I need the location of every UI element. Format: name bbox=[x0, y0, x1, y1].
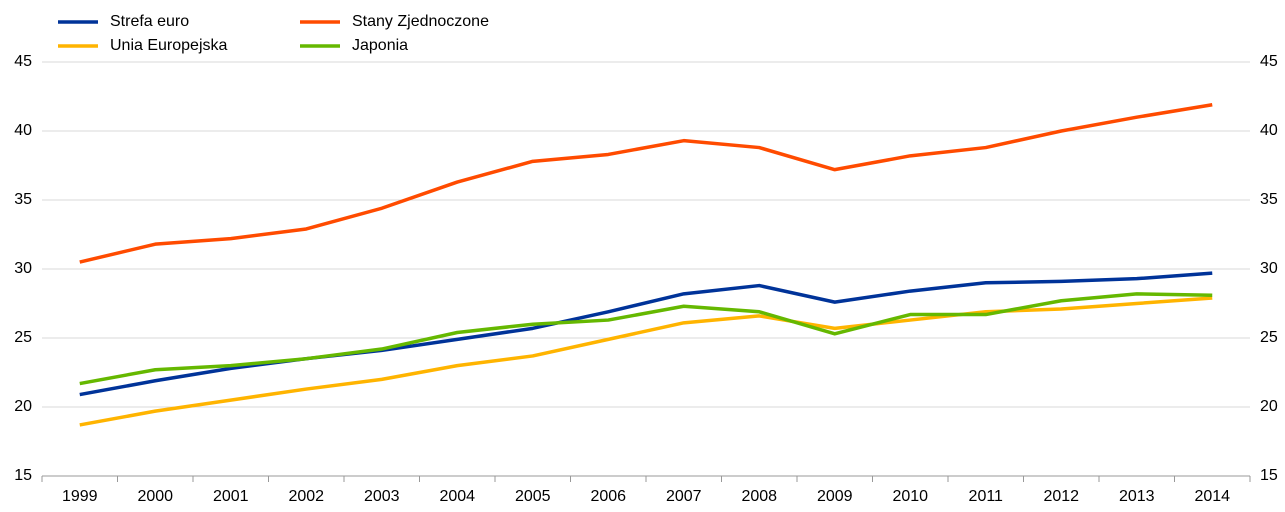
series-line bbox=[79, 103, 1213, 264]
x-tick-label: 2006 bbox=[590, 488, 626, 505]
y2-tick-label: 15 bbox=[1260, 467, 1278, 484]
x-tick-label: 2005 bbox=[515, 488, 551, 505]
x-tick-label: 2002 bbox=[288, 488, 324, 505]
y2-tick-label: 45 bbox=[1260, 53, 1278, 70]
series-line bbox=[79, 292, 1213, 386]
x-tick-label: 2007 bbox=[666, 488, 702, 505]
x-tick-label: 2011 bbox=[969, 488, 1004, 505]
x-tick-label: 2003 bbox=[364, 488, 400, 505]
legend-label: Strefa euro bbox=[110, 13, 189, 30]
y-tick-label: 45 bbox=[14, 53, 32, 70]
y-tick-label: 40 bbox=[14, 122, 32, 139]
y-tick-label: 35 bbox=[14, 191, 32, 208]
legend-label: Stany Zjednoczone bbox=[352, 13, 489, 30]
y-tick-label: 30 bbox=[14, 260, 32, 277]
y2-tick-label: 25 bbox=[1260, 329, 1278, 346]
y-tick-label: 25 bbox=[14, 329, 32, 346]
x-tick-label: 2000 bbox=[137, 488, 173, 505]
x-tick-label: 2013 bbox=[1119, 488, 1155, 505]
y-tick-label: 20 bbox=[14, 398, 32, 415]
y2-tick-label: 30 bbox=[1260, 260, 1278, 277]
y-tick-label: 15 bbox=[14, 467, 32, 484]
y2-tick-label: 35 bbox=[1260, 191, 1278, 208]
legend-label: Unia Europejska bbox=[110, 37, 228, 54]
series-line bbox=[79, 296, 1213, 427]
legend-label: Japonia bbox=[352, 37, 408, 54]
x-tick-label: 2008 bbox=[741, 488, 777, 505]
x-tick-label: 1999 bbox=[62, 488, 98, 505]
y2-tick-label: 40 bbox=[1260, 122, 1278, 139]
series-line bbox=[79, 271, 1213, 397]
x-tick-label: 2012 bbox=[1043, 488, 1079, 505]
x-tick-label: 2004 bbox=[439, 488, 475, 505]
y2-tick-label: 20 bbox=[1260, 398, 1278, 415]
x-tick-label: 2014 bbox=[1194, 488, 1230, 505]
x-tick-label: 2009 bbox=[817, 488, 853, 505]
x-tick-label: 2001 bbox=[213, 488, 249, 505]
x-tick-label: 2010 bbox=[892, 488, 928, 505]
